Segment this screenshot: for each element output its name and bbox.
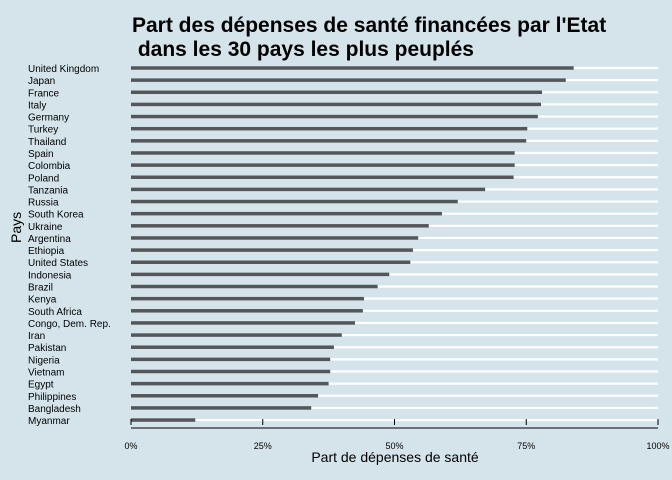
y-tick-label: Vietnam (28, 368, 65, 379)
bar-united-states (131, 260, 411, 264)
x-tick-label: 50% (385, 441, 403, 451)
bar-ethiopia (131, 248, 413, 252)
y-tick-label: Tanzania (28, 185, 68, 196)
bar-south-africa (131, 309, 363, 313)
y-tick-label: Indonesia (28, 270, 72, 281)
y-tick-label: Iran (28, 331, 45, 342)
bar-colombia (131, 163, 515, 167)
bar-france (131, 90, 543, 95)
bar-kenya (131, 296, 364, 301)
y-tick-label: United States (28, 258, 88, 269)
x-tick-label: 25% (254, 441, 272, 451)
y-tick-label: Kenya (28, 295, 57, 306)
bar-thailand (131, 139, 527, 143)
x-tick-label: 0% (124, 441, 137, 451)
chart-title-line-2: dans les 30 pays les plus peuplés (132, 38, 474, 61)
bar-bangladesh (131, 406, 312, 410)
bar-philippines (131, 394, 319, 398)
y-axis-label: Pays (8, 211, 24, 243)
bar-iran (131, 333, 342, 337)
x-axis: 0% 25% 50% 75% 100% (124, 419, 670, 451)
x-axis-label: Part de dépenses de santé (311, 449, 479, 465)
y-tick-label: Philippines (28, 392, 76, 403)
bars-layer (131, 66, 574, 422)
y-tick-label: Poland (28, 173, 59, 184)
y-tick-label: Italy (28, 100, 46, 111)
bar-congo-dem-rep- (131, 321, 355, 325)
bar-nigeria (131, 357, 331, 362)
y-tick-label: South Korea (28, 210, 84, 221)
bar-germany (131, 114, 538, 119)
y-tick-label: Pakistan (28, 343, 66, 354)
y-tick-label: Spain (28, 149, 54, 160)
y-tick-label: Nigeria (28, 355, 60, 366)
chart-title-line-1: Part des dépenses de santé financées par… (132, 14, 607, 37)
y-tick-label: Thailand (28, 137, 66, 148)
y-tick-label: Ethiopia (28, 246, 65, 257)
y-tick-label: Russia (28, 198, 59, 209)
bar-united-kingdom (131, 66, 574, 70)
x-tick-label: 100% (646, 441, 669, 451)
y-tick-label: Germany (28, 113, 69, 124)
bar-ukraine (131, 224, 429, 228)
y-tick-label: Argentina (28, 234, 71, 245)
y-tick-label: Turkey (28, 125, 58, 136)
y-tick-label: Bangladesh (28, 404, 81, 415)
bar-japan (131, 78, 566, 82)
y-tick-label: Myanmar (28, 416, 70, 427)
bar-argentina (131, 236, 419, 240)
y-tick-label: Japan (28, 76, 55, 87)
grid-layer (131, 66, 658, 422)
bar-poland (131, 175, 514, 180)
bar-myanmar (131, 418, 196, 422)
bar-south-korea (131, 211, 442, 216)
bar-pakistan (131, 345, 334, 349)
bar-brazil (131, 284, 378, 289)
y-tick-label: Ukraine (28, 222, 63, 233)
x-tick-label: 75% (517, 441, 535, 451)
bar-turkey (131, 126, 528, 131)
bar-spain (131, 151, 515, 155)
bar-italy (131, 102, 542, 107)
bar-indonesia (131, 272, 390, 277)
bar-russia (131, 199, 458, 204)
bar-vietnam (131, 369, 331, 374)
bar-egypt (131, 381, 329, 386)
bar-tanzania (131, 187, 486, 192)
y-tick-label: France (28, 88, 60, 99)
y-tick-label: Egypt (28, 380, 54, 391)
y-tick-label: Brazil (28, 283, 53, 294)
y-tick-label: Colombia (28, 161, 71, 172)
y-tick-label: South Africa (28, 307, 82, 318)
y-tick-label: United Kingdom (28, 64, 99, 75)
y-tick-label: Congo, Dem. Rep. (28, 319, 111, 330)
